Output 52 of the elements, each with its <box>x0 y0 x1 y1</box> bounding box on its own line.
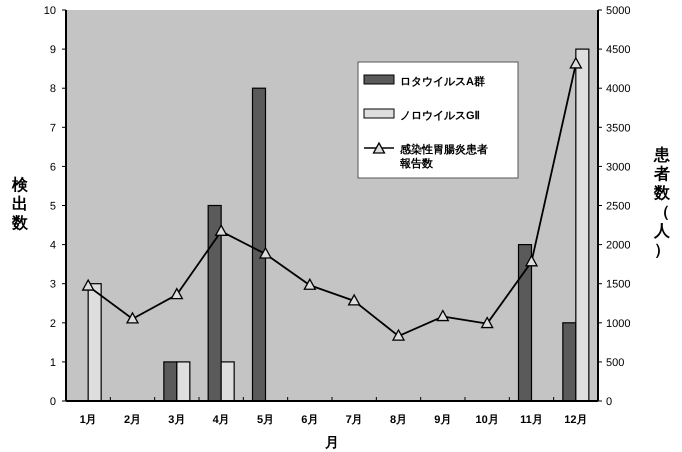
y2-tick-label: 1000 <box>606 318 630 330</box>
x-tick-label: 12月 <box>564 414 588 426</box>
point <box>481 316 494 328</box>
y2-tick-label: 500 <box>606 356 624 369</box>
legend-label: ロタウイルスA群 <box>400 75 485 88</box>
x-tick-label: 8月 <box>390 414 408 426</box>
y2-tick-label: 4500 <box>606 44 630 56</box>
y-axis-title: 検出数 <box>11 176 29 232</box>
y-tick-label: 5 <box>50 200 56 212</box>
y-tick-label: 1 <box>50 356 56 369</box>
point <box>570 57 582 69</box>
x-tick-label: 2月 <box>124 414 142 426</box>
point <box>259 247 272 259</box>
x-tick-label: 1月 <box>80 414 97 426</box>
y-tick-label: 3 <box>50 278 56 291</box>
point <box>215 224 228 236</box>
x-tick-label: 7月 <box>346 414 363 426</box>
y-tick-label: 9 <box>50 44 56 56</box>
legend-label: 感染性胃腸炎患者報告数 <box>399 143 488 170</box>
y2-tick-label: 0 <box>606 396 612 408</box>
y-tick-label: 6 <box>50 161 56 174</box>
legend-label: ノロウイルスGⅡ <box>400 110 480 122</box>
x-tick-label: 3月 <box>168 414 186 426</box>
point <box>126 312 139 324</box>
x-tick-label: 10月 <box>476 414 499 426</box>
point <box>304 278 316 290</box>
y2-tick-label: 2500 <box>606 200 630 212</box>
y2-tick-label: 5000 <box>606 5 630 17</box>
y-tick-label: 2 <box>50 318 56 330</box>
y-tick-label: 7 <box>50 122 56 134</box>
x-tick-label: 5月 <box>256 414 274 426</box>
x-axis-title: 月 <box>324 434 339 450</box>
point <box>436 310 449 322</box>
y-tick-label: 10 <box>44 5 56 17</box>
y-tick-label: 8 <box>50 83 56 96</box>
y2-tick-label: 3500 <box>606 122 630 134</box>
point <box>348 294 360 306</box>
y2-tick-label: 1500 <box>606 278 630 291</box>
y2-tick-label: 4000 <box>606 83 630 96</box>
y-tick-label: 4 <box>50 240 56 252</box>
y2-axis-title: 患者数（人） <box>653 146 671 259</box>
x-tick-label: 11月 <box>520 414 543 426</box>
point <box>170 288 183 300</box>
x-tick-label: 4月 <box>212 414 230 426</box>
point <box>525 255 538 266</box>
y2-tick-label: 3000 <box>606 161 630 174</box>
point <box>82 279 94 291</box>
point <box>392 329 405 341</box>
x-tick-label: 9月 <box>434 414 452 426</box>
y-tick-label: 0 <box>50 396 56 408</box>
y2-tick-label: 2000 <box>606 240 630 252</box>
x-tick-label: 6月 <box>301 414 318 426</box>
